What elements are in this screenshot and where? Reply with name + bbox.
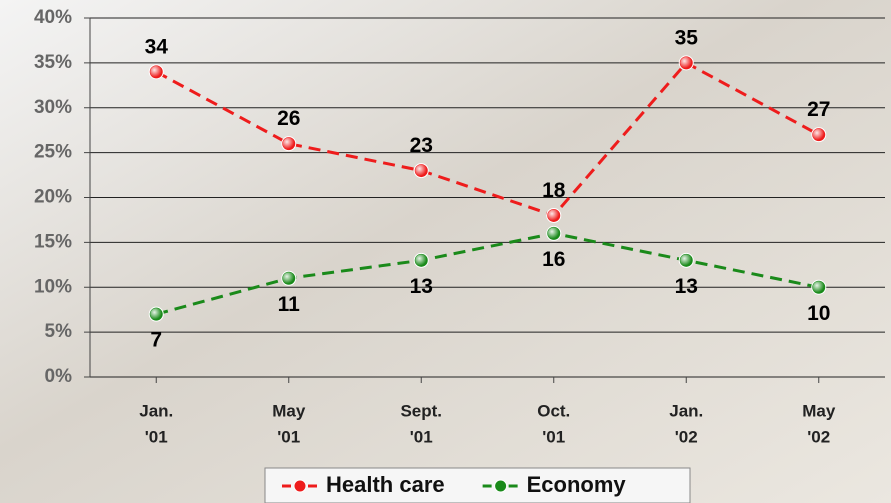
- data-label: 11: [278, 293, 301, 316]
- legend-label: Economy: [527, 472, 627, 497]
- point-highlight: [813, 281, 825, 293]
- x-tick-label: May: [802, 401, 836, 420]
- x-tick-label: Jan.: [669, 401, 703, 420]
- y-tick-label: 0%: [45, 366, 73, 387]
- point-highlight: [283, 138, 295, 150]
- x-tick-label: '01: [410, 427, 433, 446]
- x-tick-label: '01: [542, 427, 565, 446]
- data-label: 23: [410, 134, 433, 157]
- data-label: 10: [807, 302, 830, 325]
- point-highlight: [415, 165, 427, 177]
- x-tick-label: '01: [145, 427, 168, 446]
- y-tick-label: 5%: [45, 321, 73, 342]
- y-tick-label: 10%: [34, 276, 72, 297]
- point-highlight: [150, 308, 162, 320]
- point-highlight: [283, 272, 295, 284]
- y-tick-label: 20%: [34, 187, 72, 208]
- x-tick-label: '02: [807, 427, 830, 446]
- y-tick-label: 35%: [34, 52, 72, 73]
- y-tick-label: 40%: [34, 7, 72, 28]
- point-highlight: [415, 254, 427, 266]
- background: [0, 0, 891, 503]
- point-highlight: [150, 66, 162, 78]
- chart: 0% 5% 10% 15% 20% 25% 30% 35% 40% Jan. '01 May '01 Se…: [0, 0, 891, 503]
- data-label: 18: [542, 179, 566, 202]
- legend-marker: [294, 480, 306, 492]
- data-label: 13: [410, 275, 433, 298]
- x-tick-label: '02: [675, 427, 698, 446]
- y-tick-label: 25%: [34, 142, 72, 163]
- point-highlight: [548, 227, 560, 239]
- point-highlight: [548, 209, 560, 221]
- point-highlight: [680, 254, 692, 266]
- x-tick-label: Jan.: [139, 401, 173, 420]
- data-label: 7: [150, 329, 162, 352]
- y-tick-label: 15%: [34, 231, 72, 252]
- legend-marker: [495, 480, 507, 492]
- x-tick-label: Oct.: [537, 401, 570, 420]
- point-highlight: [813, 129, 825, 141]
- data-label: 26: [277, 107, 300, 130]
- legend-label: Health care: [326, 472, 445, 497]
- data-label: 34: [145, 35, 169, 58]
- data-label: 35: [675, 26, 699, 49]
- x-tick-label: May: [272, 401, 306, 420]
- point-highlight: [680, 57, 692, 69]
- y-tick-label: 30%: [34, 97, 72, 118]
- data-label: 13: [675, 275, 698, 298]
- x-tick-label: '01: [277, 427, 300, 446]
- x-tick-label: Sept.: [400, 401, 442, 420]
- data-label: 16: [542, 248, 565, 271]
- data-label: 27: [807, 98, 830, 121]
